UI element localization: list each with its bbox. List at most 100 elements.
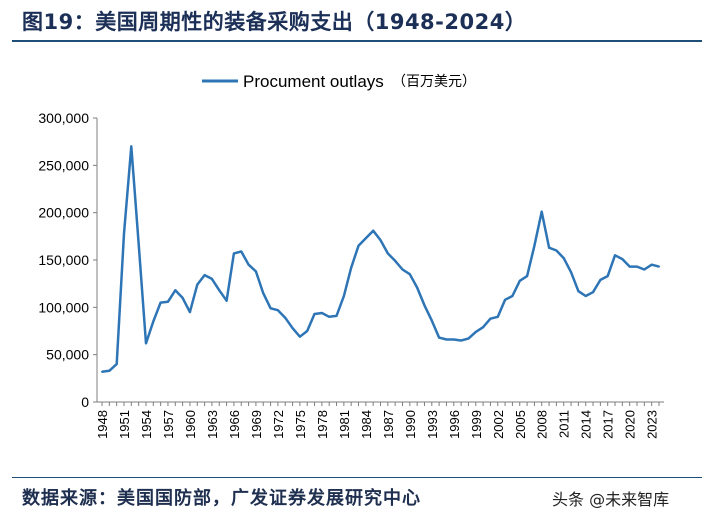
x-tick-label: 1987 [381,410,396,439]
footer-divider [12,477,702,478]
x-tick-label: 2005 [513,410,528,439]
data-point [518,279,521,282]
x-tick-label: 1993 [425,410,440,439]
data-point [621,258,624,261]
x-tick-label: 1963 [205,410,220,439]
source-note: 数据来源：美国国防部，广发证券发展研究中心 [22,488,421,509]
data-point [240,250,243,253]
data-point [291,327,294,330]
data-point [555,249,558,252]
x-tick-label: 1975 [293,410,308,439]
data-point [548,246,551,249]
data-point [533,244,536,247]
data-point [335,314,338,317]
data-point [445,338,448,341]
data-point [122,232,125,235]
data-point [416,286,419,289]
data-point [247,263,250,266]
data-point [350,266,353,269]
x-tick-label: 1951 [117,410,132,439]
x-tick-label: 1960 [183,410,198,439]
data-point [115,363,118,366]
data-point [181,296,184,299]
data-point [599,278,602,281]
data-point [218,289,221,292]
x-tick-label: 1978 [315,410,330,439]
y-tick-label: 150,000 [38,252,89,268]
data-point [504,298,507,301]
legend: Procument outlays （百万美元） [202,72,476,91]
x-tick-label: 1972 [271,410,286,439]
data-point [372,229,375,232]
y-tick-label: 200,000 [38,205,89,221]
data-point [592,291,595,294]
data-point [650,263,653,266]
data-point [394,259,397,262]
data-point [276,309,279,312]
data-point [467,337,470,340]
data-point [342,294,345,297]
x-tick-label: 1954 [139,410,154,439]
data-point [511,294,514,297]
series-group [101,145,660,373]
data-point [628,265,631,268]
x-tick-label: 1948 [95,410,110,439]
data-point [269,307,272,310]
data-point [636,265,639,268]
data-point [379,239,382,242]
data-point [357,244,360,247]
x-tick-label: 1966 [227,410,242,439]
data-point [452,338,455,341]
data-point [137,241,140,244]
data-point [306,330,309,332]
y-ticks: 0 50,000 100,000 150,000 200,000 250,000 300,0… [38,110,97,410]
data-point [313,312,316,315]
x-tick-label: 1990 [403,410,418,439]
data-point [101,370,103,373]
data-point [526,275,529,278]
data-point [298,335,301,338]
y-tick-label: 100,000 [38,299,89,315]
title-divider [12,40,702,42]
data-point [570,271,573,274]
data-point [210,277,213,280]
data-point [496,315,499,318]
data-point [438,336,441,339]
x-tick-label: 1981 [337,410,352,439]
data-point [188,311,191,314]
data-point [643,268,646,271]
data-point [401,268,404,271]
line-chart: Procument outlays （百万美元） 0 50,000 100,000 1… [38,72,664,439]
data-point [196,283,199,286]
x-tick-label: 2011 [557,410,572,438]
data-point [658,265,660,268]
figure-title: 图19：美国周期性的装备采购支出（1948-2024） [22,10,527,34]
data-point [460,339,463,342]
series-line [101,145,660,373]
data-point [232,252,235,255]
data-point [474,330,477,333]
data-point [152,320,155,323]
data-point [262,292,265,295]
y-tick-label: 0 [81,394,89,410]
y-tick-label: 50,000 [46,347,89,363]
data-point [159,301,162,304]
legend-label: Procument outlays [243,72,384,91]
data-point [364,237,367,240]
x-tick-label: 2023 [645,410,660,439]
x-tick-label: 1999 [469,410,484,439]
y-tick-label: 300,000 [38,110,89,126]
data-point [108,369,111,372]
data-point [482,326,485,329]
data-point [577,290,580,293]
x-tick-label: 1969 [249,410,264,439]
data-point [584,294,587,297]
data-point [423,304,426,307]
data-point [562,257,565,260]
data-point [320,312,323,315]
data-point [606,275,609,278]
x-ticks: 1948 1951 1954 1957 1960 1963 1966 1969 1972 1975… [95,402,660,439]
watermark: 头条 @未来智库 [552,490,670,509]
x-tick-label: 2014 [579,410,594,439]
data-point [386,252,389,255]
